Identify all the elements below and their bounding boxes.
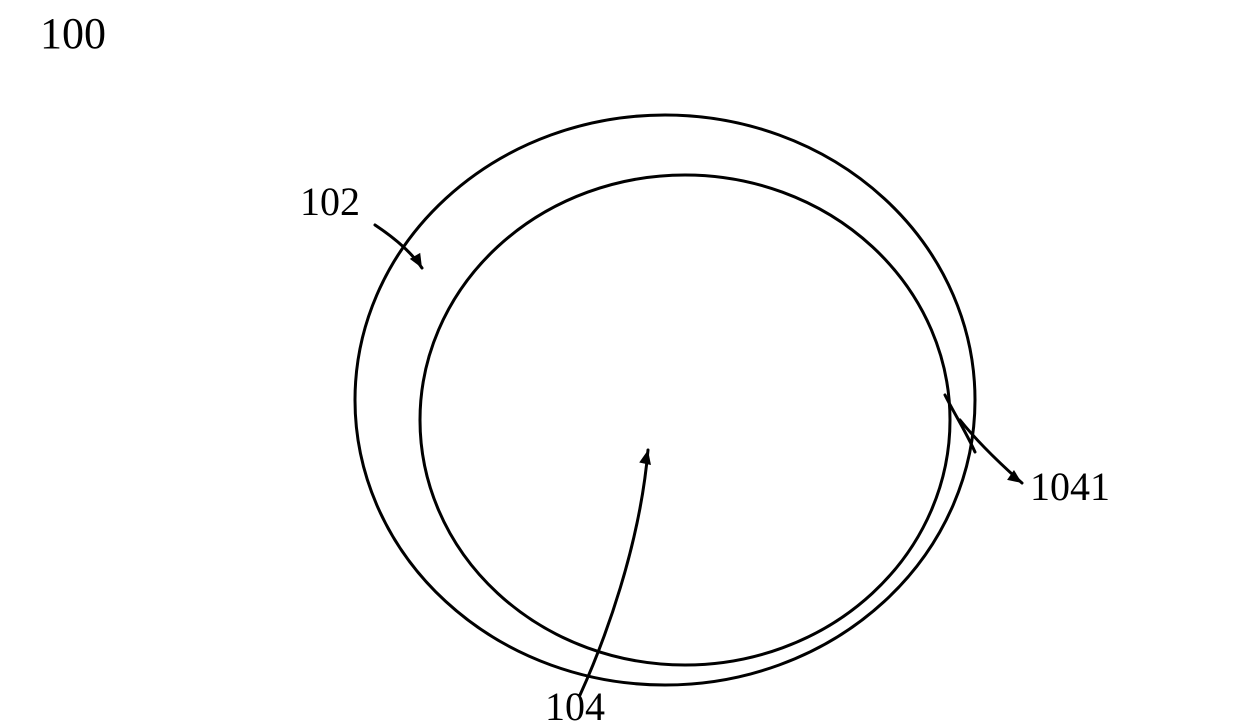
label-inner-ring: 104 <box>545 684 605 727</box>
inner-ellipse <box>420 175 950 665</box>
label-right-point: 1041 <box>1030 464 1110 509</box>
outer-ellipse <box>355 115 975 685</box>
diagram-canvas: 100 102 104 1041 <box>0 0 1240 727</box>
leader-inner-ring <box>580 450 648 695</box>
label-outer-ring: 102 <box>300 179 360 224</box>
label-figure-id: 100 <box>40 9 106 58</box>
